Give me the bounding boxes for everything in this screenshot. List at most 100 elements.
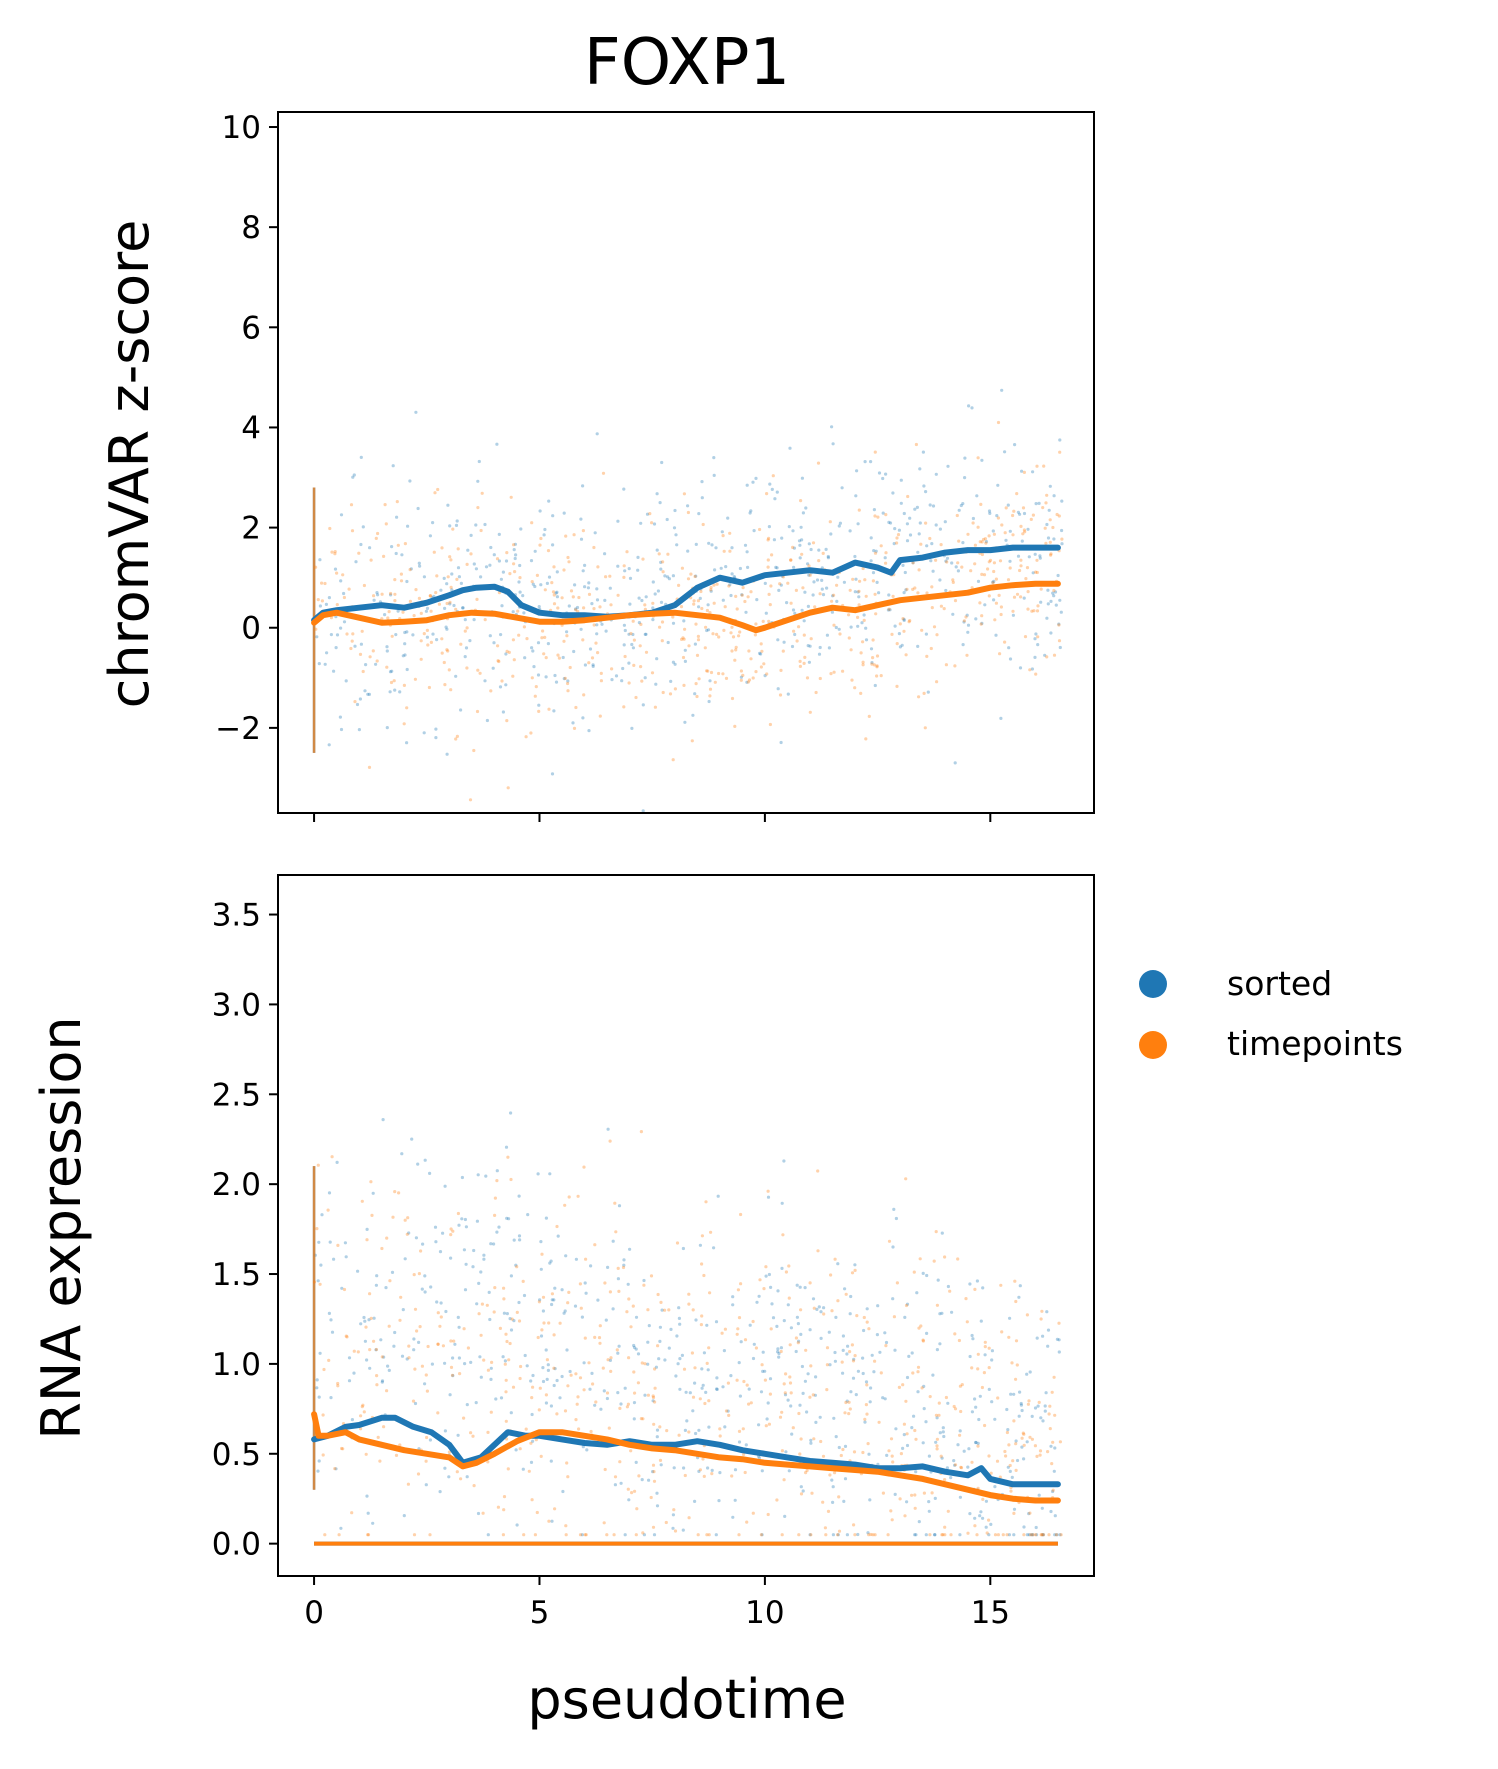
scatter-point-timepoints (979, 622, 983, 626)
scatter-point-timepoints (687, 644, 691, 648)
scatter-point-timepoints (368, 655, 372, 659)
scatter-point-timepoints (786, 581, 790, 585)
scatter-point-timepoints (1046, 1450, 1050, 1454)
scatter-point-timepoints (1007, 1335, 1011, 1339)
scatter-point-timepoints (929, 646, 933, 651)
scatter-point-timepoints (633, 1391, 637, 1395)
scatter-point-sorted (938, 578, 942, 582)
scatter-point-timepoints (987, 1518, 991, 1522)
scatter-point-timepoints (1000, 1330, 1004, 1334)
scatter-point-sorted (431, 521, 435, 525)
scatter-point-timepoints (799, 1308, 803, 1312)
scatter-point-sorted (877, 591, 881, 595)
scatter-point-sorted (814, 1420, 818, 1424)
scatter-point-sorted (897, 528, 902, 532)
scatter-point-sorted (655, 492, 659, 496)
scatter-point-timepoints (970, 1366, 974, 1370)
scatter-point-sorted (583, 585, 587, 589)
scatter-point-timepoints (1012, 1419, 1016, 1423)
scatter-point-timepoints (605, 1391, 610, 1395)
scatter-point-timepoints (679, 605, 684, 609)
scatter-point-sorted (966, 1465, 970, 1469)
scatter-point-timepoints (349, 646, 353, 651)
scatter-point-sorted (539, 1334, 544, 1338)
scatter-point-timepoints (482, 1358, 486, 1362)
scatter-point-timepoints (668, 692, 673, 696)
scatter-point-sorted (632, 1343, 636, 1348)
scatter-point-timepoints (370, 1213, 374, 1217)
scatter-point-timepoints (376, 531, 380, 536)
scatter-point-sorted (728, 583, 732, 587)
scatter-point-sorted (1047, 508, 1051, 512)
scatter-point-sorted (1008, 529, 1012, 533)
scatter-point-timepoints (698, 1468, 703, 1472)
scatter-point-timepoints (1011, 513, 1015, 518)
scatter-point-timepoints (543, 635, 547, 640)
scatter-point-timepoints (879, 544, 883, 548)
scatter-point-timepoints (863, 1417, 867, 1421)
scatter-point-timepoints (495, 557, 500, 561)
scatter-point-timepoints (923, 726, 927, 730)
scatter-point-timepoints (341, 1447, 345, 1451)
scatter-point-sorted (808, 1328, 812, 1332)
scatter-point-sorted (422, 731, 426, 735)
scatter-point-timepoints (575, 1402, 579, 1406)
scatter-point-timepoints (436, 1342, 440, 1346)
scatter-point-timepoints (808, 710, 812, 714)
scatter-point-timepoints (1027, 1399, 1031, 1403)
scatter-point-timepoints (962, 619, 967, 623)
scatter-point-sorted (658, 501, 662, 505)
scatter-point-sorted (651, 1470, 655, 1474)
scatter-point-timepoints (875, 665, 879, 669)
scatter-point-sorted (1045, 616, 1049, 620)
scatter-point-sorted (1052, 1469, 1056, 1473)
scatter-point-sorted (961, 643, 965, 647)
scatter-point-timepoints (496, 644, 500, 648)
scatter-point-sorted (1034, 502, 1038, 506)
scatter-point-sorted (949, 1476, 953, 1480)
scatter-point-timepoints (414, 588, 418, 592)
scatter-point-timepoints (330, 1155, 334, 1159)
scatter-point-sorted (901, 1446, 905, 1450)
scatter-point-timepoints (981, 537, 986, 542)
scatter-point-timepoints (788, 1381, 793, 1385)
scatter-point-timepoints (612, 1533, 616, 1537)
scatter-point-sorted (984, 540, 989, 544)
scatter-point-sorted (956, 569, 961, 573)
scatter-point-sorted (763, 1369, 767, 1373)
scatter-point-timepoints (489, 689, 493, 693)
scatter-point-timepoints (904, 1177, 908, 1181)
scatter-point-sorted (892, 542, 896, 546)
scatter-point-sorted (694, 1431, 698, 1436)
scatter-point-timepoints (1020, 1436, 1024, 1440)
scatter-point-timepoints (413, 1367, 417, 1371)
scatter-point-timepoints (448, 555, 452, 559)
scatter-point-timepoints (917, 1326, 921, 1330)
scatter-point-sorted (453, 1342, 457, 1346)
scatter-point-sorted (327, 596, 331, 600)
scatter-point-timepoints (739, 678, 743, 682)
scatter-point-sorted (608, 1358, 613, 1362)
scatter-point-timepoints (749, 1401, 753, 1405)
scatter-point-sorted (675, 543, 679, 547)
scatter-point-timepoints (643, 603, 647, 607)
scatter-point-sorted (1054, 603, 1058, 607)
scatter-point-timepoints (906, 494, 910, 499)
scatter-point-timepoints (980, 1385, 985, 1390)
scatter-point-timepoints (521, 1279, 525, 1283)
scatter-point-sorted (991, 580, 995, 584)
scatter-point-timepoints (956, 1257, 960, 1261)
scatter-point-timepoints (695, 694, 699, 699)
scatter-point-sorted (482, 1257, 486, 1261)
scatter-point-timepoints (836, 1299, 840, 1303)
scatter-point-sorted (706, 603, 710, 607)
scatter-point-sorted (927, 1454, 932, 1458)
scatter-point-sorted (714, 1320, 719, 1324)
scatter-point-sorted (538, 1298, 542, 1302)
scatter-point-sorted (716, 1194, 720, 1198)
scatter-point-timepoints (700, 1262, 704, 1266)
scatter-point-sorted (617, 1344, 621, 1348)
scatter-point-sorted (877, 471, 882, 475)
scatter-point-sorted (777, 1355, 781, 1359)
scatter-point-sorted (347, 1379, 352, 1383)
